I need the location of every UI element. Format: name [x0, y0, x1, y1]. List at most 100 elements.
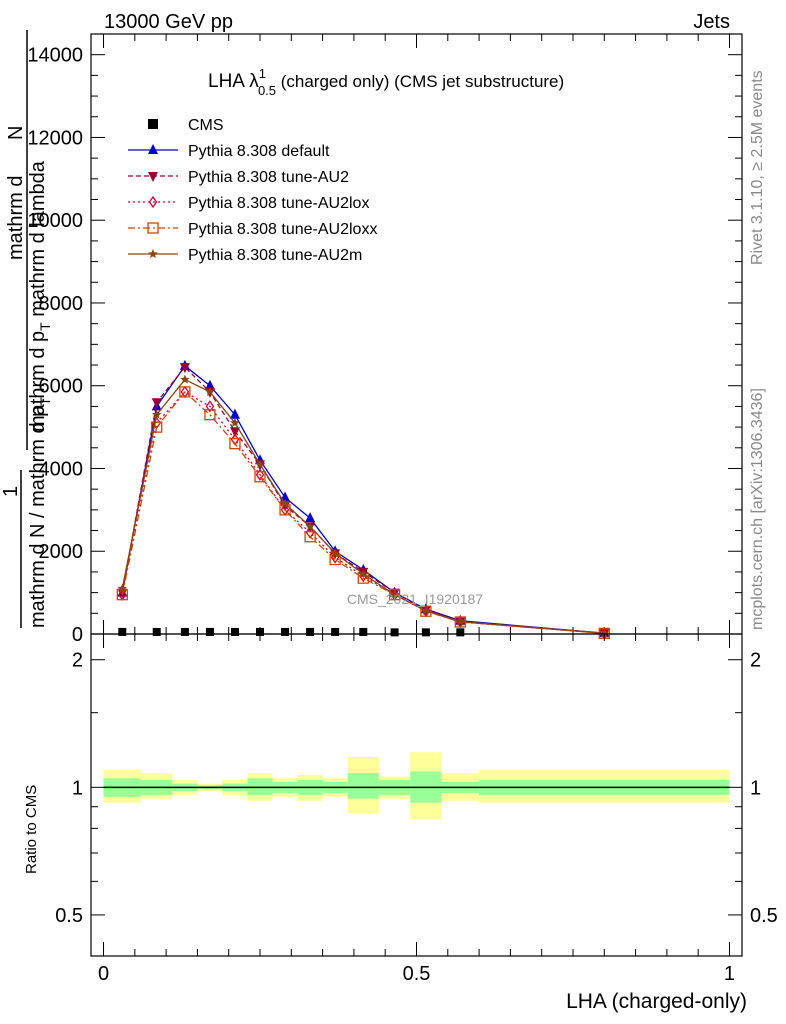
legend-label: Pythia 8.308 tune-AU2m — [188, 247, 362, 264]
data-point — [230, 627, 239, 636]
plot-title: LHA λ1 0.5 (charged only) (CMS jet substr… — [208, 66, 564, 98]
data-point — [304, 531, 316, 543]
ylabel-den-rest: mathrm d lambda — [27, 160, 49, 322]
ratio-y-tick-label: 2 — [72, 650, 83, 672]
legend-item: Pythia 8.308 tune-AU2m — [128, 247, 362, 264]
x-axis-label: LHA (charged-only) — [566, 990, 747, 1013]
x-tick-label: 1 — [724, 963, 735, 985]
y-tick-label: 8000 — [39, 293, 84, 315]
data-point — [118, 627, 127, 636]
legend-marker — [147, 222, 159, 234]
data-point — [455, 616, 466, 626]
data-point — [229, 408, 240, 419]
series-line — [121, 378, 605, 634]
data-point — [280, 498, 290, 508]
data-point — [255, 459, 265, 469]
legend-marker — [148, 119, 158, 129]
data-point — [389, 589, 400, 599]
data-point — [331, 627, 340, 636]
ylabel-numerator-2: N — [5, 126, 27, 140]
data-point — [359, 627, 368, 636]
legend-label: Pythia 8.308 tune-AU2lox — [188, 195, 369, 212]
ratio-y-tick-label-right: 1 — [750, 777, 761, 799]
data-point — [205, 386, 215, 396]
data-point — [305, 521, 315, 531]
header-right: Jets — [693, 11, 730, 33]
legend-item: Pythia 8.308 tune-AU2lox — [128, 195, 369, 212]
data-point — [456, 628, 465, 637]
legend-marker — [148, 195, 158, 209]
data-point — [180, 627, 189, 636]
data-point — [179, 386, 191, 398]
legend-marker — [148, 249, 158, 258]
ylabel-fraction: mathrm d N / mathrm d pT — [27, 397, 53, 628]
y-tick-label: 2000 — [39, 541, 84, 563]
data-point — [230, 418, 240, 427]
main-plot: 0 2000 4000 6000 8000 10000 12000 14000 — [27, 33, 743, 646]
data-point — [305, 512, 316, 523]
x-tick-label: 0 — [98, 963, 109, 985]
plot-title-main: LHA λ — [208, 71, 259, 92]
ylabel-frac-main: mathrm d N / mathrm d p — [27, 406, 49, 628]
legend-item: Pythia 8.308 default — [128, 143, 330, 160]
data-point — [205, 400, 215, 413]
ratio-plot: 0 0.5 1 0.5 0.5 1 1 2 2 — [55, 633, 778, 985]
legend-label: Pythia 8.308 tune-AU2loxx — [188, 221, 377, 238]
ratio-band-inner — [347, 773, 379, 799]
ylabel-numerator-1: mathrm d — [5, 176, 27, 260]
series-5 — [117, 374, 609, 638]
data-point — [229, 438, 241, 450]
data-point — [229, 427, 240, 438]
data-point — [388, 589, 401, 601]
data-point — [390, 628, 399, 637]
y-tick-label: 4000 — [39, 458, 84, 480]
data-point — [151, 398, 162, 409]
y-tick-label: 10000 — [27, 210, 83, 232]
plot-title-sub: 0.5 — [258, 83, 276, 98]
ylabel-den-main: mathrm d p — [27, 331, 49, 432]
legend-label: Pythia 8.308 default — [188, 143, 330, 160]
ylabel-frac-sub: T — [37, 397, 53, 406]
legend-item: CMS — [148, 117, 224, 134]
ylabel-denominator: mathrm d pT mathrm d lambda — [27, 160, 53, 432]
data-point — [421, 605, 431, 615]
header-left: 13000 GeV pp — [104, 11, 233, 33]
ratio-y-tick-label: 1 — [72, 777, 83, 799]
legend-item: Pythia 8.308 tune-AU2loxx — [128, 221, 377, 238]
y-tick-label: 6000 — [39, 376, 84, 398]
legend: CMS Pythia 8.308 default Pythia 8.308 tune… — [128, 117, 377, 264]
mcplots-label: mcplots.cern.ch [arXiv:1306.3436] — [749, 388, 766, 630]
data-point — [330, 548, 340, 558]
y-tick-label: 12000 — [27, 127, 83, 149]
data-point — [204, 409, 216, 421]
y-tick-label: 0 — [72, 624, 83, 646]
plot-title-rest: (charged only) (CMS jet substructure) — [276, 72, 564, 91]
y-tick-label: 14000 — [27, 45, 83, 67]
ratio-y-label: Ratio to CMS — [23, 785, 40, 874]
legend-marker — [148, 144, 158, 154]
legend-marker — [148, 172, 158, 182]
data-point — [180, 374, 190, 384]
y-axis-label: mathrm d N mathrm d pT mathrm d lambda 1… — [0, 30, 53, 628]
legend-label: CMS — [188, 117, 224, 134]
data-point — [152, 627, 161, 636]
data-point — [281, 627, 290, 636]
data-point — [117, 583, 128, 593]
ylabel-den-sub: T — [37, 322, 53, 331]
data-point — [152, 409, 162, 419]
x-tick-label: 0.5 — [403, 963, 431, 985]
data-point — [358, 569, 368, 578]
data-point — [179, 363, 190, 374]
ratio-y-tick-label-right: 2 — [750, 650, 761, 672]
data-point — [254, 471, 266, 483]
legend-label: Pythia 8.308 tune-AU2 — [188, 169, 349, 186]
data-point — [306, 627, 315, 636]
ylabel-one: 1 — [0, 486, 22, 497]
data-point — [151, 421, 163, 433]
ratio-y-tick-label: 0.5 — [55, 905, 83, 927]
legend-item: Pythia 8.308 tune-AU2 — [128, 169, 349, 186]
rivet-label: Rivet 3.1.10, ≥ 2.5M events — [749, 70, 766, 265]
data-point — [204, 379, 215, 390]
watermark: CMS_2021_I1920187 — [347, 591, 483, 607]
